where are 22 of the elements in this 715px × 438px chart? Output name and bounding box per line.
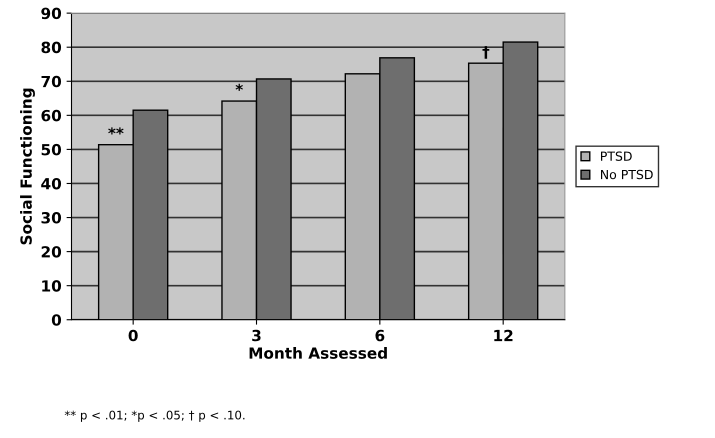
y-tick-label: 40 xyxy=(41,178,62,190)
y-tick-label: 20 xyxy=(42,246,62,258)
y-axis-title: Social Functioning xyxy=(20,88,35,244)
y-tick-label: 0 xyxy=(52,314,62,326)
y-tick-label: 60 xyxy=(41,110,62,122)
y-tick-label: 80 xyxy=(41,42,62,54)
y-tick-label: 30 xyxy=(42,212,62,224)
annotation: † xyxy=(482,46,490,59)
y-tick-label: 10 xyxy=(42,280,62,292)
x-tick-label: 0 xyxy=(128,330,138,342)
legend-label: No PTSD xyxy=(601,170,653,180)
x-axis-title: Month Assessed xyxy=(250,347,387,359)
annotation: ** xyxy=(108,127,124,134)
y-tick-label: 90 xyxy=(41,8,62,20)
annotation: * xyxy=(236,84,243,91)
text: ** p < .01; *p < .05; † p < .10. xyxy=(64,410,244,422)
legend-label: PTSD xyxy=(601,151,632,161)
x-tick-label: 6 xyxy=(375,330,384,342)
y-tick-label: 70 xyxy=(42,76,62,88)
y-tick-label: 50 xyxy=(42,144,62,156)
x-tick-label: 12 xyxy=(494,330,512,342)
x-tick-label: 3 xyxy=(252,330,261,342)
